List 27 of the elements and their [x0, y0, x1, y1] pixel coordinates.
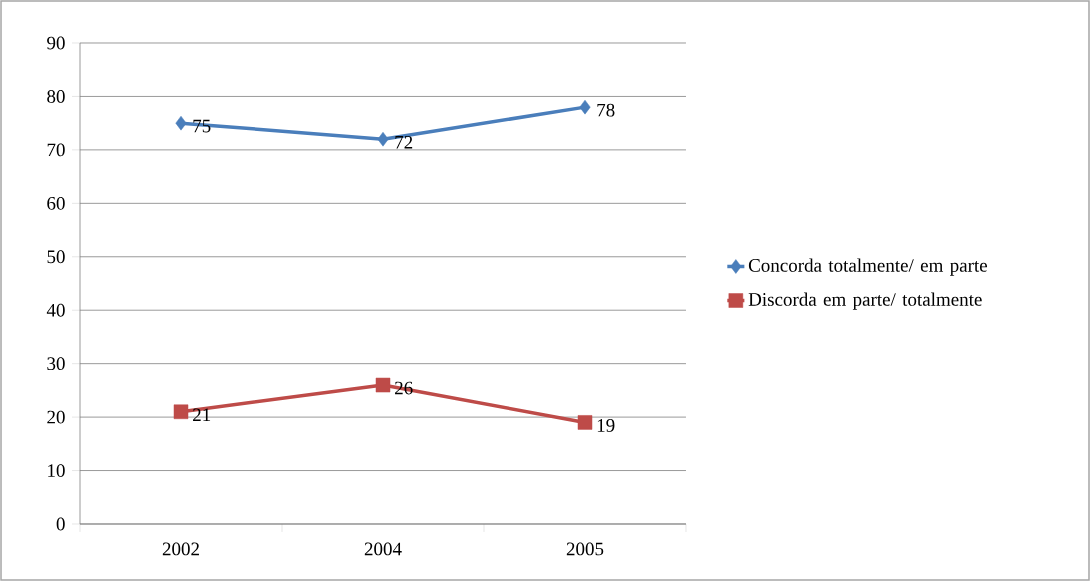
y-tick-label: 10: [48, 464, 65, 477]
y-tick-label: 0: [56, 517, 65, 531]
data-label: 21: [193, 408, 211, 422]
point: [175, 115, 187, 131]
y-tick-label: 60: [47, 196, 65, 210]
x-tick-label: 2004: [364, 542, 402, 556]
point: [375, 377, 391, 393]
data-label: 72: [395, 135, 413, 149]
data-label: 19: [597, 419, 615, 432]
legend-label: Concorda totalmente/ em parte: [748, 258, 988, 276]
y-tick-label: 70: [47, 143, 65, 157]
y-tick-label: 30: [47, 357, 65, 371]
data-label: 26: [395, 381, 413, 395]
y-tick-label: 20: [47, 410, 65, 424]
x-tick-label: 2002: [162, 542, 199, 556]
data-label: 78: [597, 103, 615, 117]
point: [377, 131, 389, 147]
y-tick-label: 50: [47, 250, 65, 264]
y-tick-label: 40: [46, 303, 65, 317]
x-tick-label: 2005: [566, 542, 604, 556]
point: [577, 415, 593, 430]
data-label: 75: [193, 119, 211, 133]
point: [173, 404, 189, 420]
legend-label: Discorda em parte/ totalmente: [748, 292, 982, 310]
point: [579, 99, 591, 115]
y-tick-label: 90: [47, 36, 65, 50]
y-tick-label: 80: [47, 90, 65, 103]
